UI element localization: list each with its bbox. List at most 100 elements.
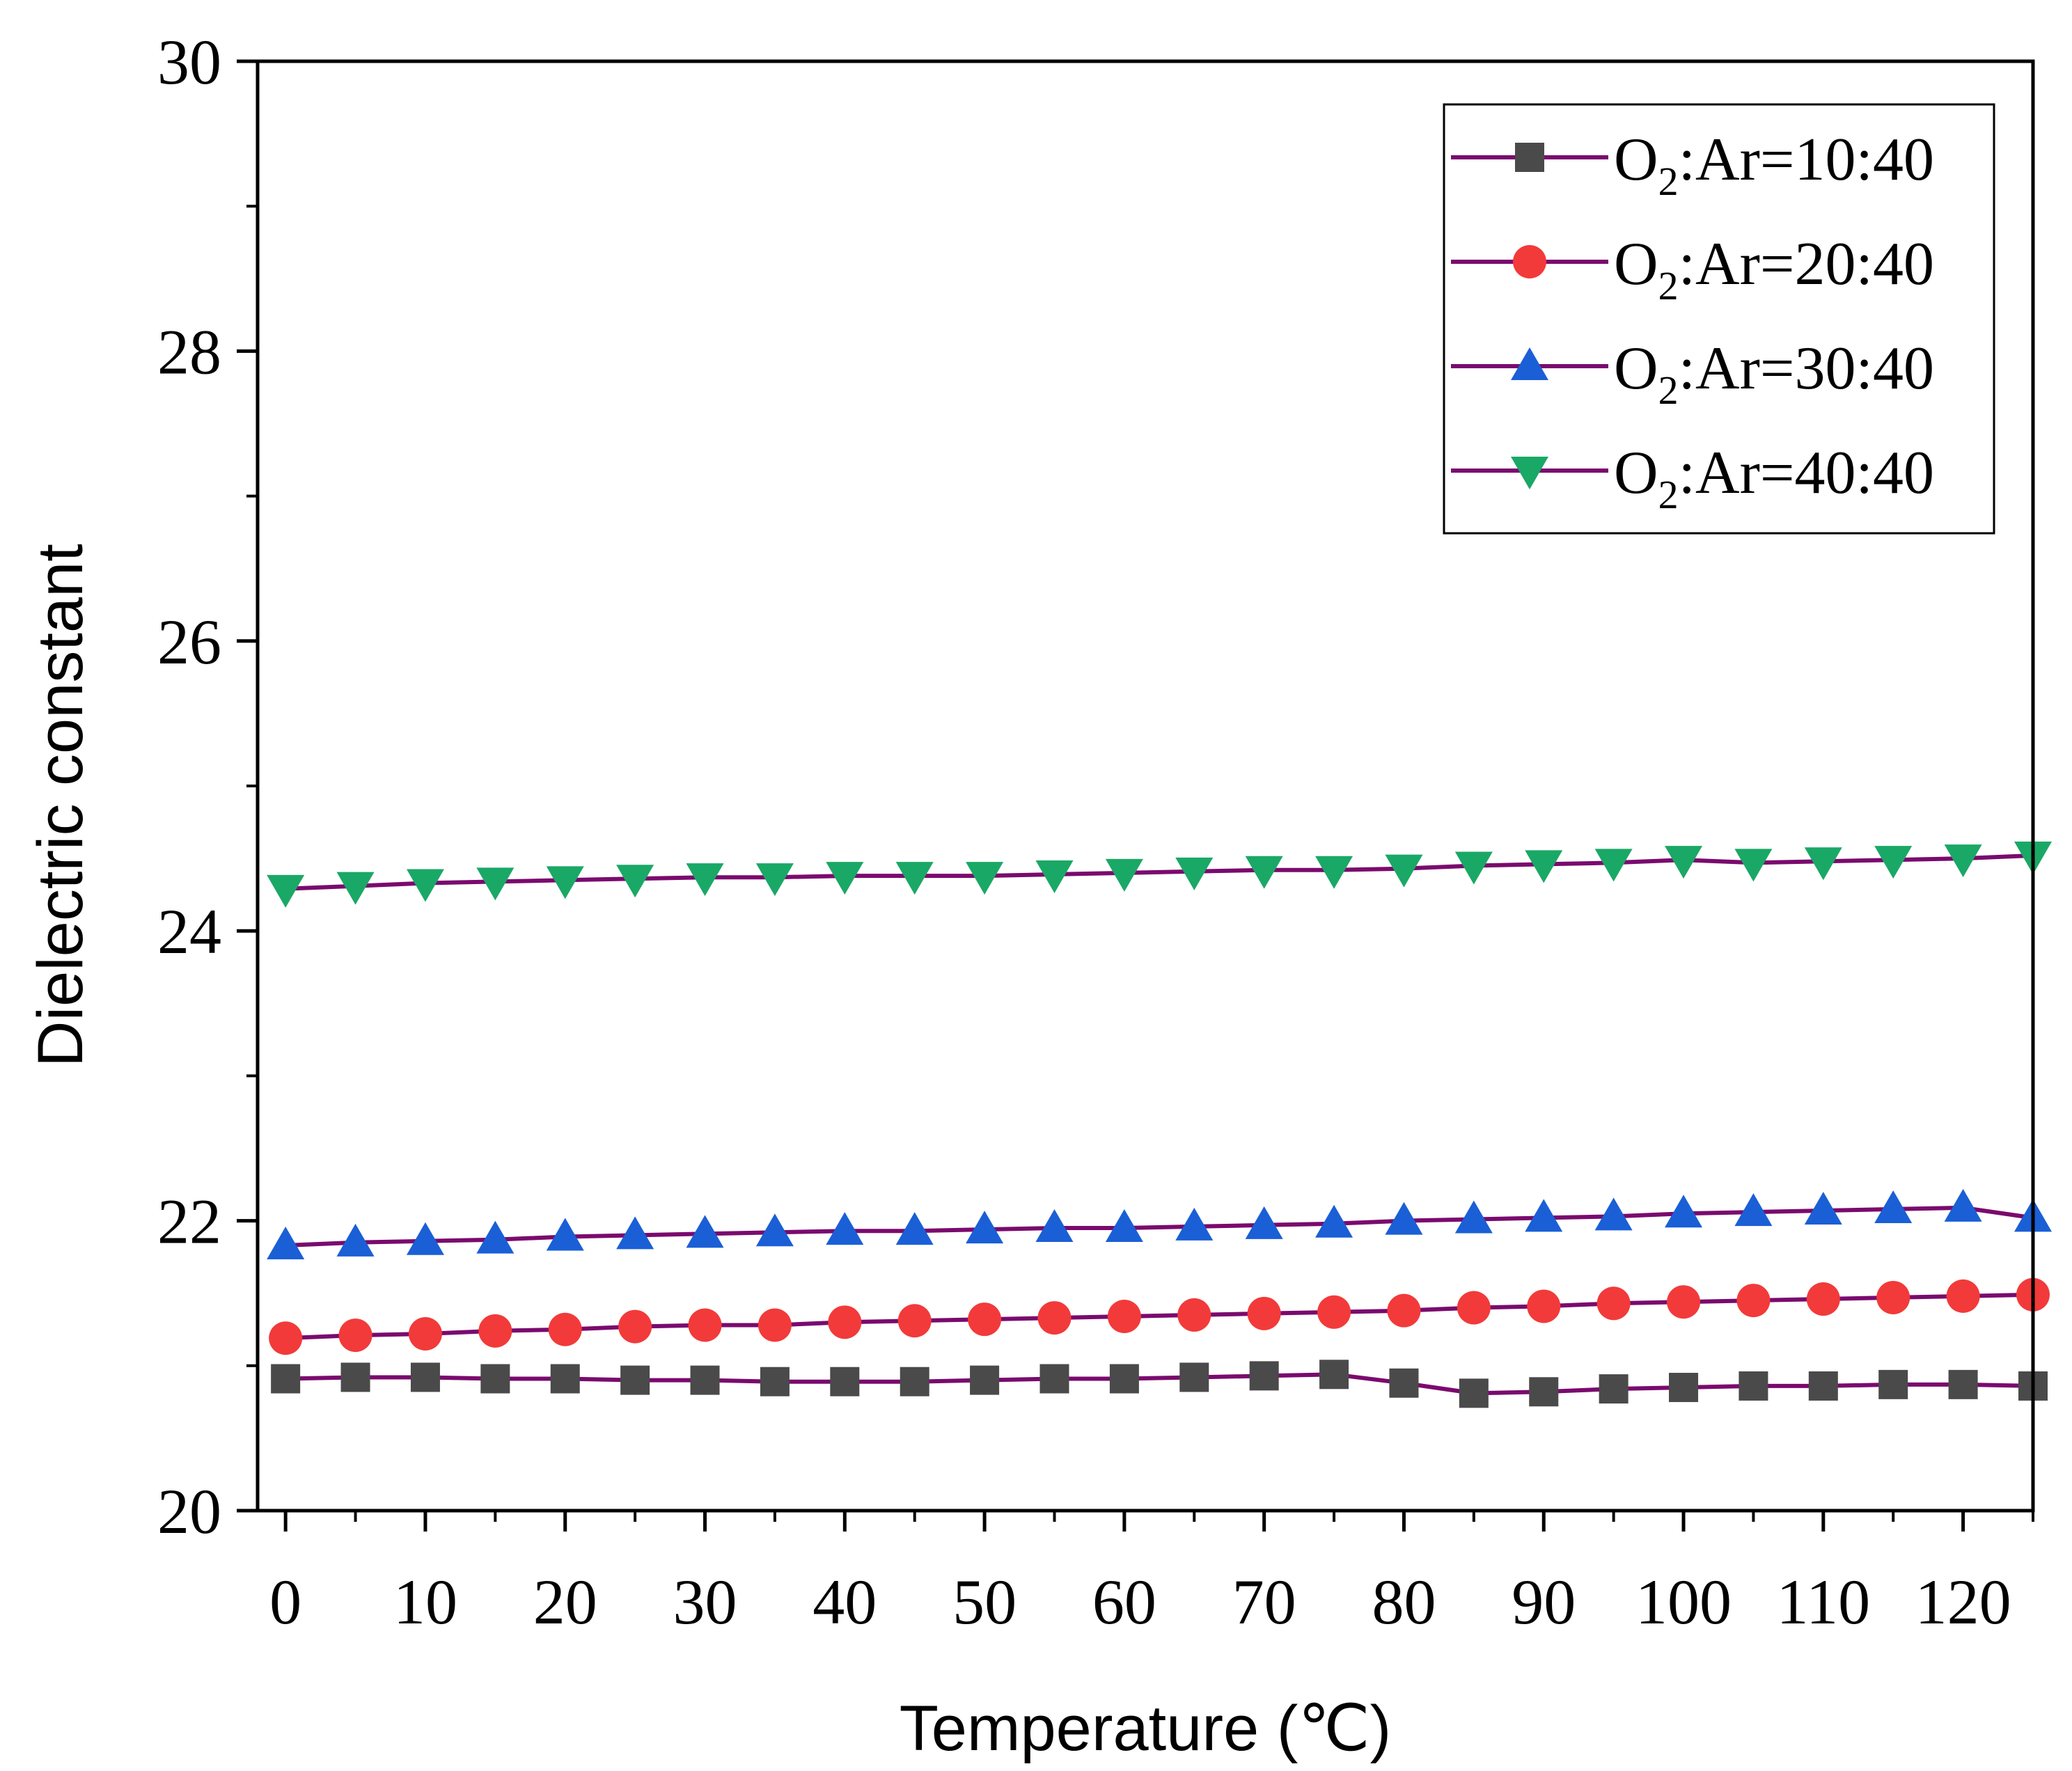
data-point — [826, 1212, 864, 1245]
legend-label-rest: :Ar=30:40 — [1679, 335, 1934, 402]
data-point — [1177, 1298, 1211, 1332]
series-line — [285, 853, 2034, 891]
plot-border — [256, 59, 2035, 1513]
data-point — [1739, 1371, 1768, 1401]
data-point — [1317, 1295, 1351, 1329]
data-point — [1525, 1199, 1563, 1232]
series-2 — [269, 1277, 2050, 1355]
legend-label-rest: :Ar=40:40 — [1679, 439, 1934, 507]
series-3 — [267, 1188, 2052, 1259]
data-point — [1665, 1195, 1703, 1228]
data-point — [1105, 1209, 1143, 1243]
data-point — [1389, 1368, 1419, 1398]
data-point — [546, 866, 584, 899]
data-point — [1175, 1207, 1214, 1241]
data-point — [267, 874, 305, 908]
data-point — [970, 1365, 1000, 1395]
data-point — [1385, 1202, 1423, 1235]
series-1 — [271, 1360, 2048, 1408]
series-layer — [267, 841, 2052, 1408]
data-point — [1454, 1200, 1493, 1234]
data-point — [338, 1319, 372, 1353]
data-point — [476, 867, 515, 901]
data-point — [410, 1362, 440, 1392]
data-point — [1808, 1371, 1838, 1401]
data-point — [1874, 846, 1913, 879]
y-tick-label: 28 — [157, 316, 221, 387]
legend-label: O2:Ar=20:40 — [1614, 230, 1934, 308]
data-point — [478, 1314, 512, 1348]
data-point — [1736, 1284, 1771, 1318]
data-point — [1175, 857, 1214, 890]
data-point — [1107, 1300, 1141, 1334]
data-point — [826, 862, 864, 895]
data-point — [1804, 1192, 1842, 1225]
data-point — [1457, 1291, 1491, 1325]
legend-marker — [1511, 347, 1548, 380]
data-point — [1878, 1369, 1908, 1399]
y-tick-label: 30 — [157, 26, 221, 97]
data-point — [1948, 1369, 1978, 1399]
data-point — [616, 865, 654, 898]
data-point — [755, 1213, 794, 1247]
x-tick-label: 70 — [1232, 1566, 1296, 1637]
data-point — [897, 1304, 932, 1338]
data-point — [1109, 1364, 1139, 1394]
x-tick-label: 40 — [813, 1566, 877, 1637]
data-point — [1315, 856, 1353, 889]
data-point — [830, 1367, 860, 1396]
data-point — [546, 1218, 584, 1251]
data-point — [1599, 1374, 1628, 1404]
data-point — [1247, 1296, 1281, 1330]
data-point — [340, 1362, 370, 1392]
x-axis-title: Temperature (℃) — [900, 1693, 1392, 1764]
x-tick-label: 20 — [533, 1566, 597, 1637]
data-point — [1387, 1293, 1421, 1328]
x-tick-label: 30 — [673, 1566, 737, 1637]
y-tick-label: 26 — [157, 606, 221, 677]
data-point — [688, 1308, 722, 1342]
data-point — [1039, 1364, 1069, 1394]
legend-label-rest: :Ar=10:40 — [1679, 126, 1934, 194]
series-line — [285, 1205, 2034, 1247]
x-tick-label: 90 — [1512, 1566, 1576, 1637]
data-point — [269, 1321, 303, 1355]
data-point — [828, 1305, 862, 1339]
data-point — [895, 862, 934, 895]
data-point — [1037, 1301, 1072, 1335]
x-tick-label: 80 — [1372, 1566, 1436, 1637]
data-point — [480, 1364, 510, 1394]
x-tick-label: 10 — [393, 1566, 457, 1637]
data-point — [1527, 1289, 1561, 1323]
y-tick-label: 24 — [157, 896, 221, 967]
x-tick-label: 120 — [1915, 1566, 2011, 1637]
data-point — [1179, 1362, 1209, 1392]
data-point — [408, 1316, 442, 1351]
data-point — [900, 1367, 929, 1396]
x-tick-label: 50 — [952, 1566, 1017, 1637]
data-point — [1806, 1282, 1840, 1316]
data-point — [1804, 847, 1842, 881]
data-point — [1319, 1360, 1349, 1390]
legend-label-main: O — [1614, 439, 1658, 507]
data-point — [336, 872, 375, 905]
data-point — [966, 1211, 1004, 1244]
legend-label: O2:Ar=40:40 — [1614, 439, 1934, 517]
legend-entry-4: O2:Ar=40:40 — [1451, 439, 1934, 517]
data-point — [760, 1367, 790, 1396]
data-point — [1944, 844, 1982, 878]
data-point — [1459, 1378, 1489, 1408]
legend-entry-1: O2:Ar=10:40 — [1451, 126, 1934, 204]
data-point — [686, 863, 724, 897]
data-point — [1035, 1209, 1074, 1243]
data-point — [1105, 858, 1143, 892]
data-point — [690, 1365, 720, 1395]
data-point — [548, 1312, 582, 1346]
legend: O2:Ar=10:40O2:Ar=20:40O2:Ar=30:40O2:Ar=4… — [1443, 103, 1995, 535]
data-point — [1734, 1193, 1773, 1227]
series-line — [285, 1292, 2034, 1341]
plot-frame — [256, 59, 2035, 1513]
data-point — [1594, 849, 1633, 882]
